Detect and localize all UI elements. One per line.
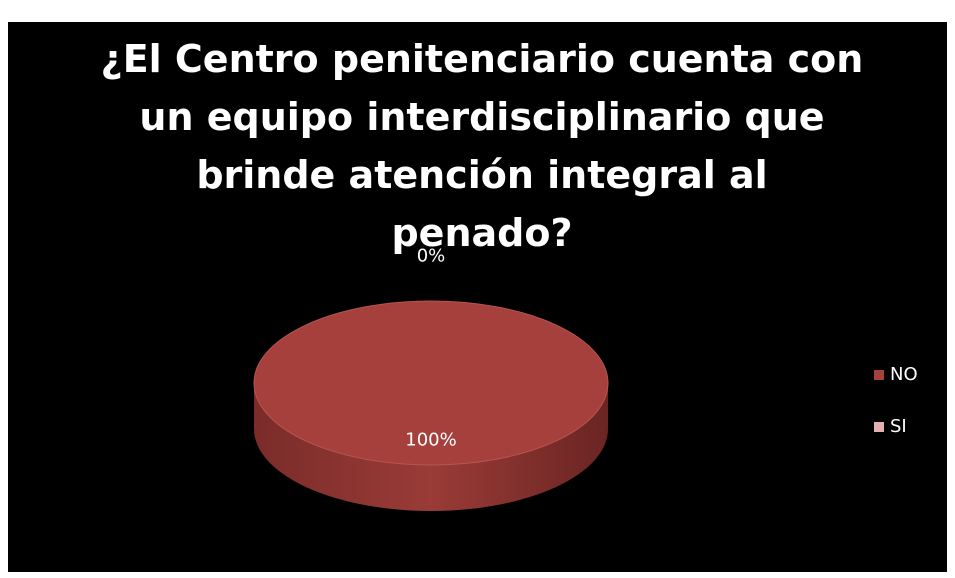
pie-slice: [253, 300, 609, 466]
legend-label: SI: [890, 416, 907, 437]
data-label: 0%: [417, 245, 446, 266]
legend-marker: [874, 422, 884, 432]
legend-marker: [874, 370, 884, 380]
data-label: 100%: [405, 429, 456, 450]
chart-title: ¿El Centro penitenciario cuenta con un e…: [100, 37, 864, 255]
pie-side: [254, 383, 608, 511]
legend-label: NO: [890, 364, 918, 385]
